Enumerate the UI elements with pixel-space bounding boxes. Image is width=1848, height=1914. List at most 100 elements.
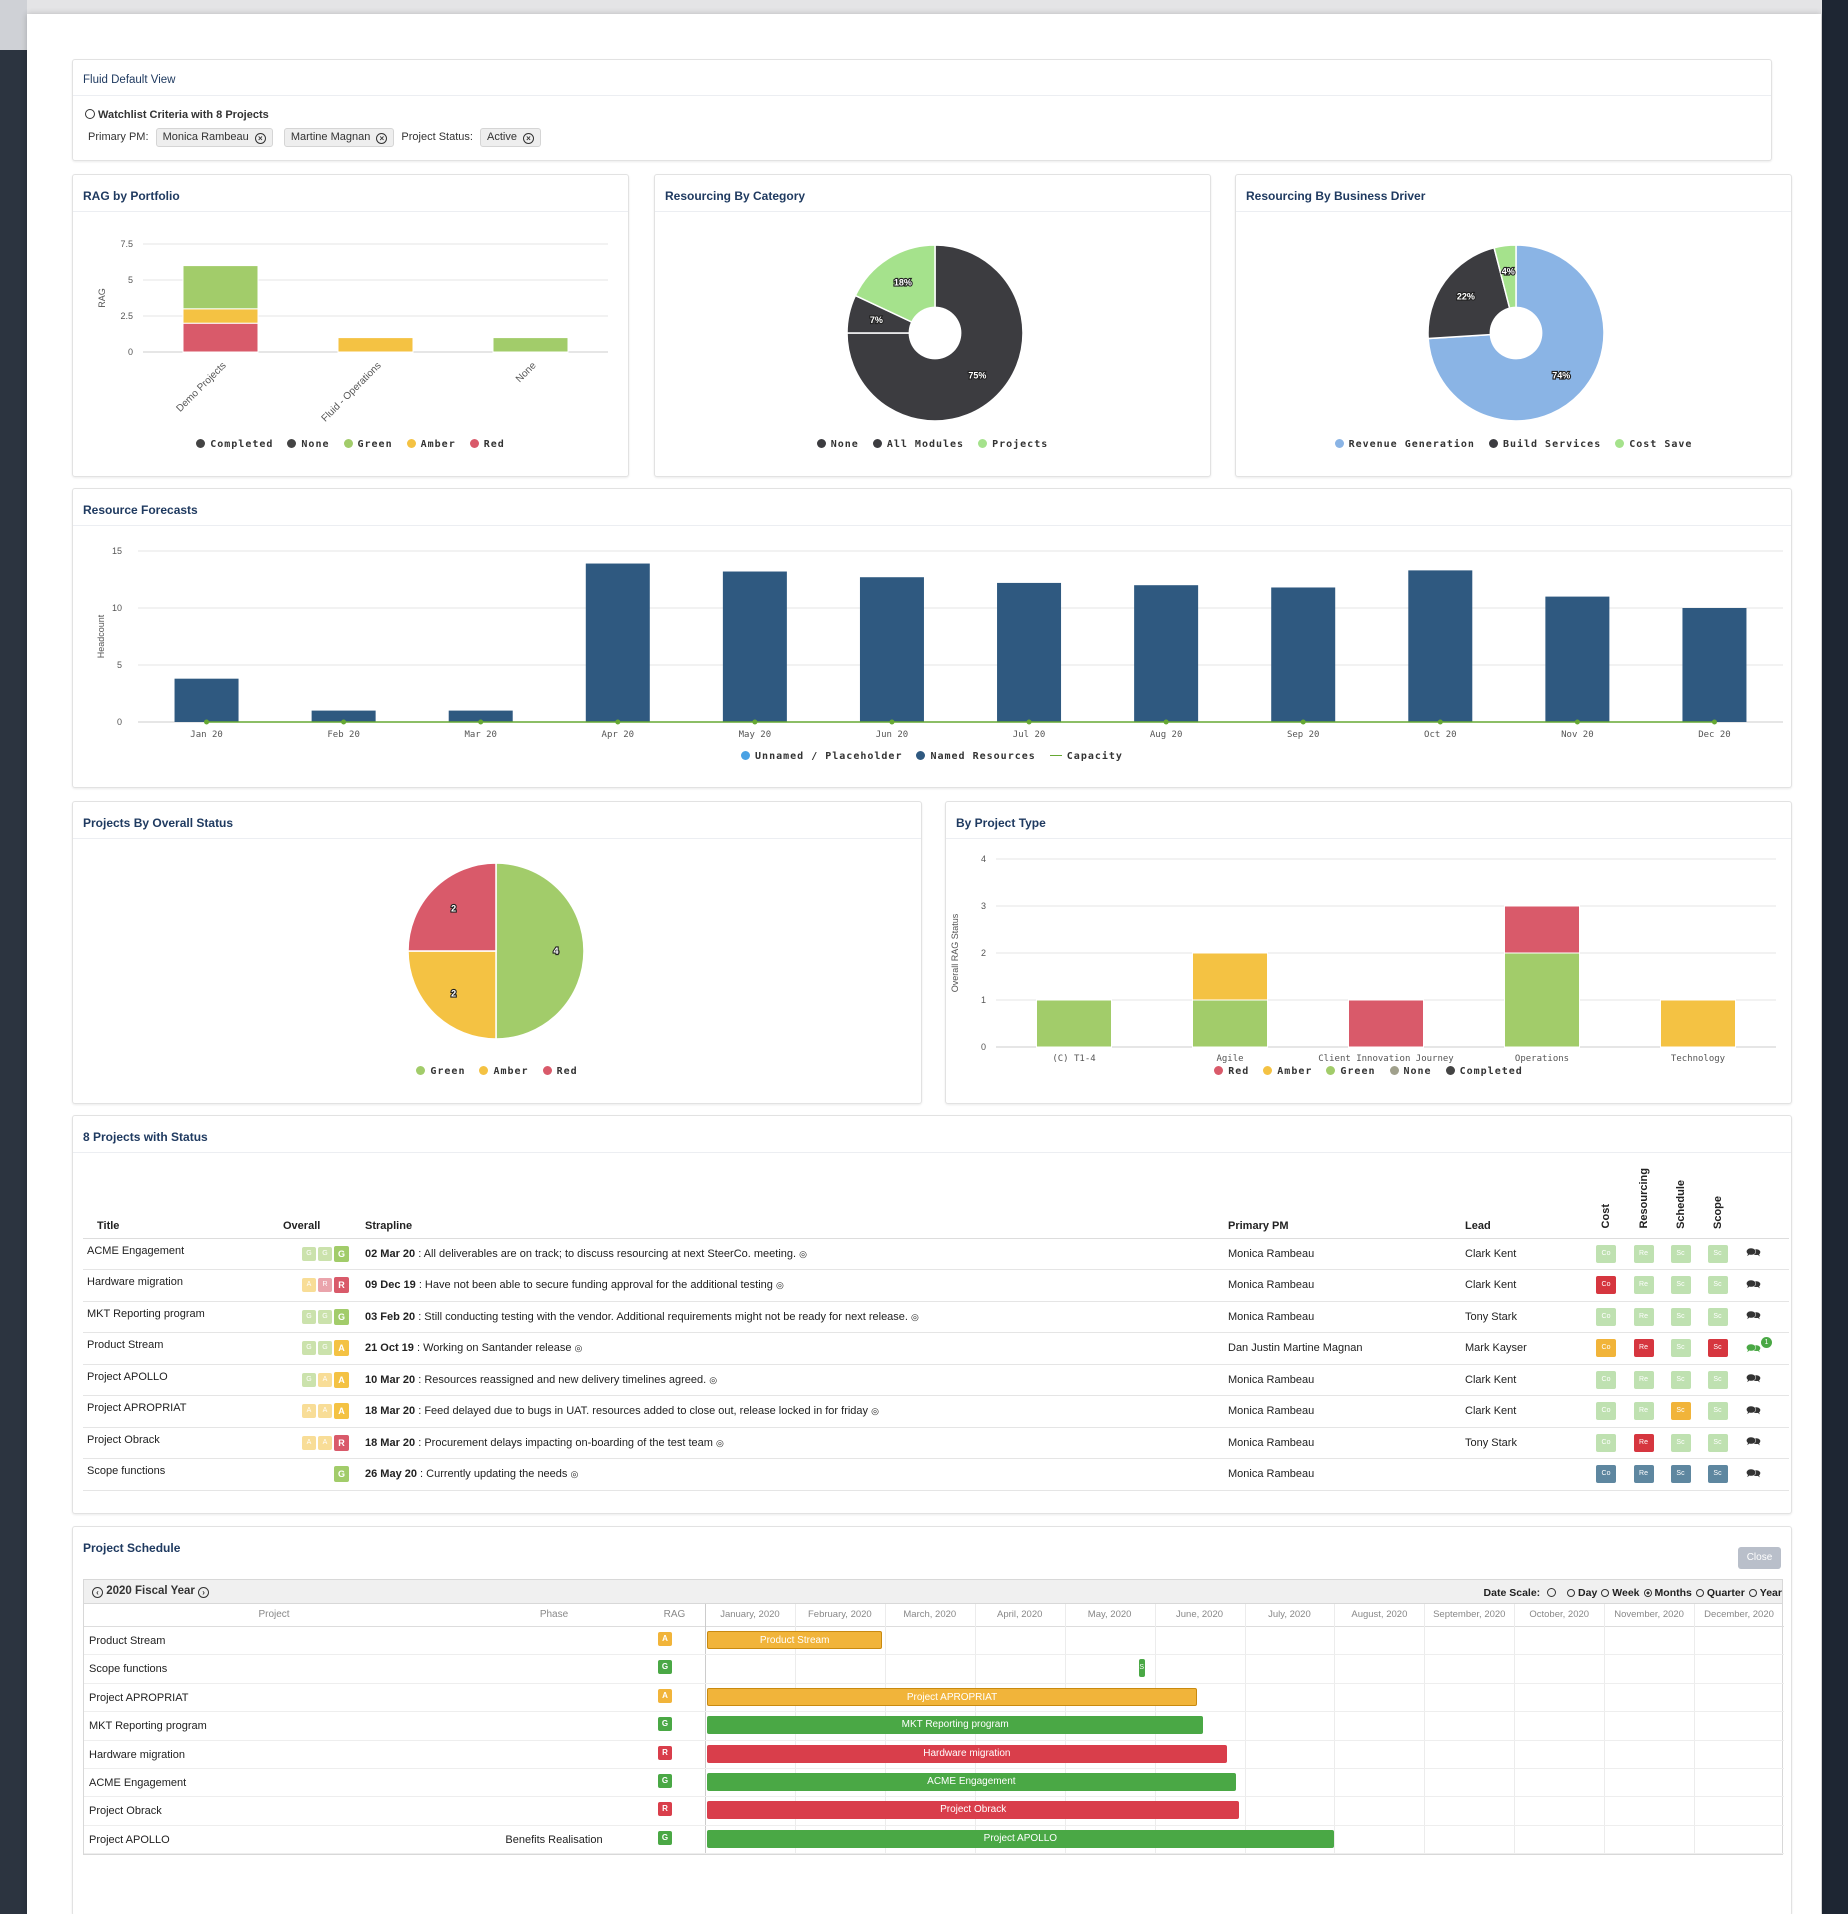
status-cell[interactable]: Co (1596, 1433, 1616, 1452)
table-row[interactable]: Scope functions G 26 May 20 : Currently up… (83, 1458, 1789, 1491)
remove-chip-icon[interactable]: × (254, 133, 266, 144)
project-title-link[interactable]: Product Stream (87, 1339, 164, 1352)
legend-item[interactable]: Green (1326, 1066, 1375, 1077)
gantt-bar[interactable]: Project Obrack (707, 1801, 1240, 1820)
col-schedule[interactable]: Schedule (1674, 1179, 1687, 1229)
info-icon[interactable]: ◎ (574, 1343, 583, 1354)
info-icon[interactable]: ◎ (775, 1280, 784, 1291)
status-cell[interactable]: Sc (1670, 1433, 1691, 1452)
comment-icon[interactable]: 🗪 (1746, 1402, 1761, 1417)
status-cell[interactable]: Sc (1707, 1433, 1728, 1452)
status-cell[interactable]: Co (1596, 1244, 1616, 1263)
comment-icon[interactable]: 🗪 (1746, 1465, 1761, 1480)
project-title-link[interactable]: Hardware migration (87, 1276, 183, 1289)
status-cell[interactable]: Sc (1670, 1339, 1691, 1358)
prev-year-icon[interactable]: ‹ (92, 1587, 103, 1598)
legend-item[interactable]: Completed (1445, 1066, 1523, 1077)
status-cell[interactable]: Sc (1670, 1244, 1691, 1263)
legend-item[interactable]: Build Services (1488, 439, 1601, 450)
status-cell[interactable]: Re (1633, 1370, 1654, 1389)
radio-months[interactable]: Months (1643, 1587, 1692, 1599)
col-overall[interactable]: Overall (283, 1168, 365, 1239)
legend-item[interactable]: Green (416, 1066, 465, 1077)
col-title[interactable]: Title (83, 1168, 283, 1239)
status-cell[interactable]: Sc (1670, 1276, 1691, 1295)
column-header[interactable]: Project (258, 1609, 290, 1620)
project-title-link[interactable]: Project APROPRIAT (87, 1402, 187, 1415)
status-cell[interactable]: Re (1633, 1276, 1654, 1295)
legend-item[interactable]: Amber (406, 439, 456, 450)
legend-item[interactable]: Revenue Generation (1334, 439, 1475, 450)
gantt-project-name[interactable]: Product Stream (89, 1635, 166, 1647)
status-cell[interactable]: Co (1596, 1339, 1616, 1358)
radio-year[interactable]: Year (1748, 1587, 1782, 1599)
comment-icon[interactable]: 🗪 (1746, 1340, 1761, 1355)
status-cell[interactable]: Co (1596, 1370, 1616, 1389)
status-cell[interactable]: Sc (1670, 1402, 1691, 1421)
status-cell[interactable]: Sc (1707, 1465, 1728, 1484)
project-title-link[interactable]: Project APOLLO (87, 1370, 168, 1383)
project-title-link[interactable]: MKT Reporting program (87, 1307, 205, 1320)
gantt-bar[interactable]: Product Stream (707, 1631, 883, 1649)
column-header[interactable]: Phase (539, 1609, 569, 1620)
table-row[interactable]: Project Obrack A A R 18 Mar 20 : Procurement… (83, 1427, 1789, 1460)
status-cell[interactable]: Sc (1707, 1307, 1728, 1326)
status-cell[interactable]: Sc (1707, 1244, 1728, 1263)
gantt-bar[interactable]: S (1138, 1659, 1145, 1678)
status-cell[interactable]: Sc (1670, 1307, 1691, 1326)
remove-chip-icon[interactable]: × (522, 133, 534, 144)
status-cell[interactable]: Re (1633, 1402, 1654, 1421)
project-title-link[interactable]: ACME Engagement (87, 1244, 185, 1257)
status-cell[interactable]: Co (1596, 1307, 1616, 1326)
info-icon[interactable]: ◎ (911, 1311, 919, 1322)
legend-item[interactable]: Green (343, 439, 393, 450)
col-strapline[interactable]: Strapline (365, 1168, 1228, 1239)
comment-icon[interactable]: 🗪 (1746, 1245, 1761, 1260)
project-title-link[interactable]: Scope functions (87, 1465, 166, 1478)
col-cost[interactable]: Cost (1600, 1204, 1612, 1229)
legend-item[interactable]: Projects (978, 439, 1048, 450)
eye-icon[interactable] (85, 109, 95, 119)
info-icon[interactable]: ◎ (716, 1437, 724, 1448)
legend-item[interactable]: None (816, 439, 859, 450)
remove-chip-icon[interactable]: × (376, 133, 388, 144)
legend-item[interactable]: Completed (196, 439, 273, 450)
gantt-project-name[interactable]: ACME Engagement (89, 1777, 187, 1789)
status-cell[interactable]: Sc (1670, 1370, 1691, 1389)
status-cell[interactable]: Sc (1707, 1370, 1728, 1389)
gantt-project-name[interactable]: Project APOLLO (89, 1833, 170, 1846)
status-cell[interactable]: Sc (1707, 1339, 1728, 1358)
legend-item[interactable]: Red (542, 1066, 578, 1077)
col-lead[interactable]: Lead (1465, 1168, 1587, 1239)
col-scope[interactable]: Scope (1711, 1195, 1724, 1229)
legend-item[interactable]: Named Resources (916, 751, 1035, 762)
radio-quarter[interactable]: Quarter (1695, 1587, 1745, 1599)
status-cell[interactable]: Re (1633, 1433, 1654, 1452)
status-cell[interactable]: Co (1596, 1402, 1616, 1421)
status-cell[interactable]: Re (1633, 1339, 1654, 1358)
comment-icon[interactable]: 🗪 (1746, 1308, 1761, 1323)
legend-item[interactable]: Red (469, 439, 505, 450)
comment-icon[interactable]: 🗪 (1746, 1434, 1761, 1449)
table-row[interactable]: Product Stream G G A 21 Oct 19 : Working on … (83, 1332, 1789, 1365)
info-icon[interactable]: ◎ (709, 1374, 718, 1385)
legend-item[interactable]: Cost Save (1615, 439, 1692, 450)
close-button[interactable]: Close (1738, 1547, 1781, 1569)
status-cell[interactable]: Re (1633, 1465, 1654, 1484)
gantt-project-name[interactable]: MKT Reporting program (89, 1720, 207, 1733)
comment-icon[interactable]: 🗪 (1746, 1276, 1761, 1291)
radio-day[interactable]: Day (1567, 1587, 1597, 1599)
status-cell[interactable]: Re (1633, 1307, 1654, 1326)
gantt-project-name[interactable]: Project Obrack (89, 1805, 162, 1818)
status-cell[interactable]: Sc (1707, 1276, 1728, 1295)
info-icon[interactable]: ◎ (871, 1406, 879, 1417)
column-header[interactable]: RAG (663, 1609, 686, 1620)
legend-item[interactable]: Capacity (1049, 751, 1123, 762)
legend-item[interactable]: None (287, 439, 329, 450)
gantt-project-name[interactable]: Scope functions (89, 1663, 168, 1676)
project-title-link[interactable]: Project Obrack (87, 1433, 160, 1446)
gantt-bar[interactable]: Project APROPRIAT (707, 1687, 1198, 1706)
col-primary-pm[interactable]: Primary PM (1228, 1168, 1465, 1239)
table-row[interactable]: Hardware migration A R R 09 Dec 19 : Have no… (83, 1269, 1789, 1302)
info-icon[interactable]: ◎ (799, 1248, 807, 1259)
